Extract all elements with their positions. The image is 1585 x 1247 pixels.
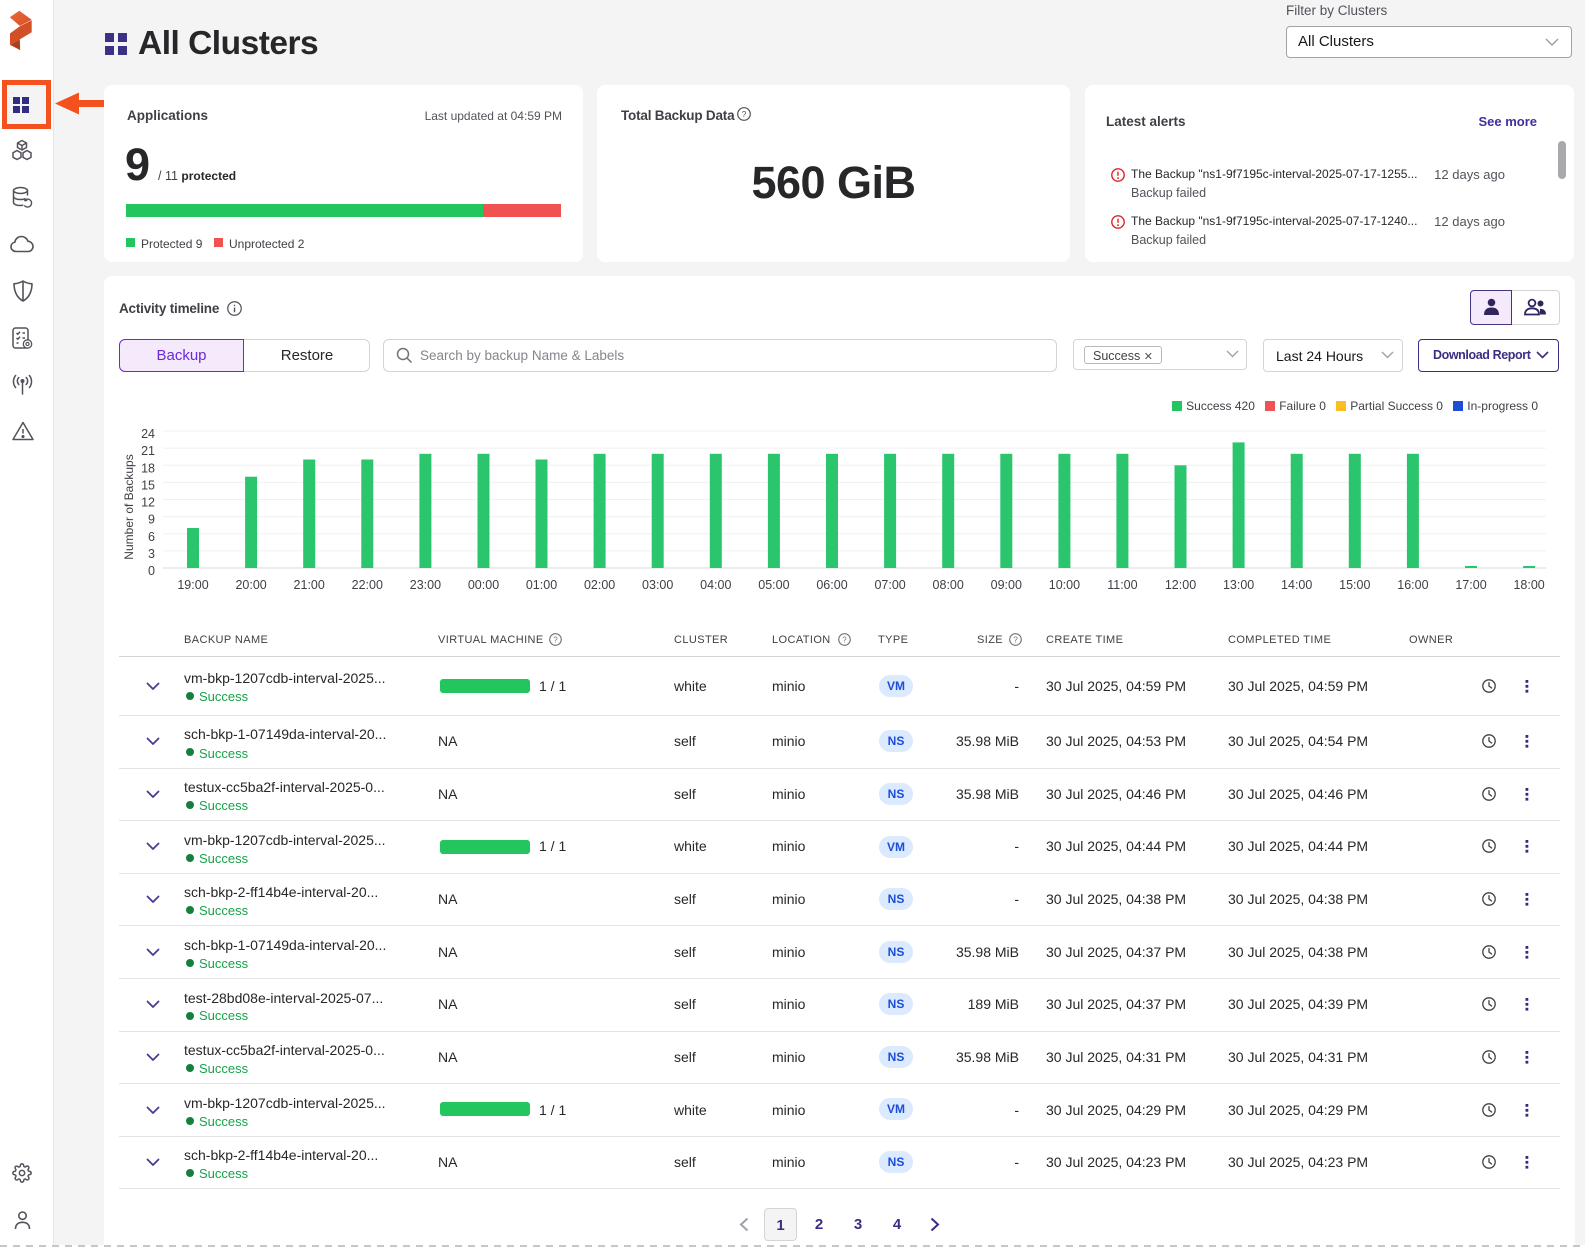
svg-text:15: 15 <box>141 478 155 492</box>
svg-text:04:00: 04:00 <box>700 578 731 592</box>
svg-text:01:00: 01:00 <box>526 578 557 592</box>
svg-text:10:00: 10:00 <box>1049 578 1080 592</box>
svg-text:?: ? <box>742 109 747 119</box>
svg-text:0: 0 <box>148 564 155 578</box>
svg-text:?: ? <box>842 635 847 644</box>
svg-text:?: ? <box>553 635 558 644</box>
svg-text:9: 9 <box>148 513 155 527</box>
svg-text:6: 6 <box>148 530 155 544</box>
svg-text:18: 18 <box>141 461 155 475</box>
svg-text:17:00: 17:00 <box>1455 578 1486 592</box>
svg-text:02:00: 02:00 <box>584 578 615 592</box>
svg-text:19:00: 19:00 <box>177 578 208 592</box>
svg-text:00:00: 00:00 <box>468 578 499 592</box>
svg-text:08:00: 08:00 <box>933 578 964 592</box>
svg-text:12:00: 12:00 <box>1165 578 1196 592</box>
svg-text:16:00: 16:00 <box>1397 578 1428 592</box>
svg-text:05:00: 05:00 <box>758 578 789 592</box>
svg-text:09:00: 09:00 <box>991 578 1022 592</box>
svg-text:14:00: 14:00 <box>1281 578 1312 592</box>
svg-text:3: 3 <box>148 547 155 561</box>
svg-text:18:00: 18:00 <box>1513 578 1544 592</box>
svg-text:12: 12 <box>141 496 155 510</box>
svg-text:24: 24 <box>141 427 155 441</box>
svg-text:11:00: 11:00 <box>1107 578 1137 592</box>
svg-text:?: ? <box>1013 635 1018 644</box>
svg-text:15:00: 15:00 <box>1339 578 1370 592</box>
svg-text:Number of Backups: Number of Backups <box>122 454 136 559</box>
svg-text:03:00: 03:00 <box>642 578 673 592</box>
svg-text:23:00: 23:00 <box>410 578 441 592</box>
svg-text:22:00: 22:00 <box>352 578 383 592</box>
svg-text:20:00: 20:00 <box>235 578 266 592</box>
svg-text:06:00: 06:00 <box>816 578 847 592</box>
svg-text:21:00: 21:00 <box>294 578 325 592</box>
svg-text:13:00: 13:00 <box>1223 578 1254 592</box>
svg-text:21: 21 <box>141 444 155 458</box>
svg-text:07:00: 07:00 <box>874 578 905 592</box>
